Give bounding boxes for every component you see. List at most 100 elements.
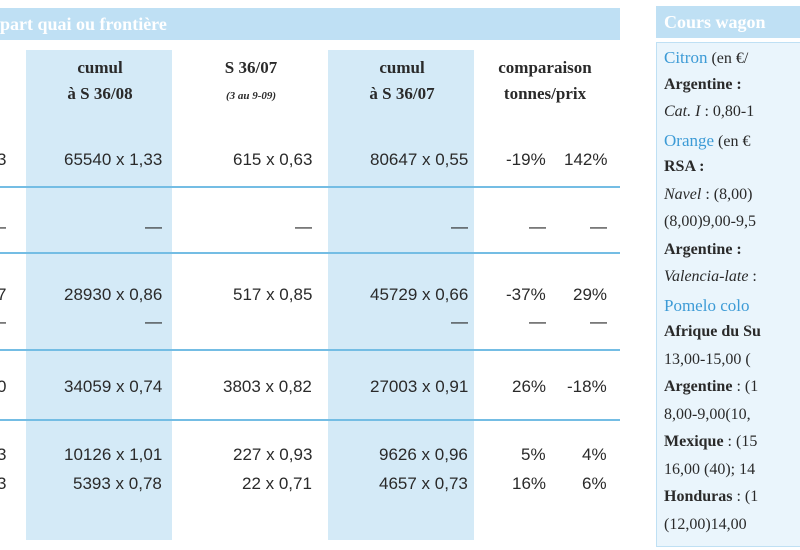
panel-line: Navel : (8,00)	[664, 186, 752, 204]
column-header: comparaison	[498, 58, 592, 77]
table-banner: part quai ou frontière	[0, 8, 620, 40]
table-cell: 3	[0, 150, 7, 169]
table-cell: 3803 x 0,82	[223, 377, 312, 396]
table-cell: —	[529, 312, 546, 331]
panel-line: Afrique du Su	[664, 323, 761, 341]
panel-line: (12,00)14,00	[664, 516, 747, 534]
panel-text: Argentine	[664, 378, 733, 395]
table-cell: 10126 x 1,01	[64, 445, 163, 464]
panel-line: Argentine : (1	[664, 378, 758, 396]
table-cell: 227 x 0,93	[233, 445, 313, 464]
table-cell: 65540 x 1,33	[64, 150, 163, 169]
table-cell: —	[451, 217, 468, 236]
table-cell: 615 x 0,63	[233, 150, 313, 169]
table-cell: 34059 x 0,74	[64, 377, 163, 396]
table-cell: -19%	[506, 150, 546, 169]
panel-text: Argentine :	[664, 75, 742, 93]
panel-text: :	[748, 268, 757, 285]
panel-line: Citron (en €/	[664, 48, 748, 68]
panel-text: Pomelo colo	[664, 295, 750, 315]
table-cell: 142%	[564, 150, 608, 169]
panel-line: Mexique : (15	[664, 433, 757, 451]
panel-text: Navel	[664, 185, 702, 203]
panel-line: Argentine :	[664, 76, 742, 94]
table-cell: 26%	[512, 377, 547, 396]
column-header: (3 au 9-09)	[225, 90, 277, 102]
table-cell: —	[295, 217, 312, 236]
panel-line: Cat. I : 0,80-1	[664, 103, 754, 121]
panel-line: Valencia-late :	[664, 268, 757, 286]
panel-line: 16,00 (40); 14	[664, 461, 755, 479]
panel-line: Orange (en €	[664, 131, 750, 151]
column-header: tonnes/prix	[503, 84, 587, 103]
table-cell: —	[590, 312, 607, 331]
panel-line: (8,00)9,00-9,5	[664, 213, 756, 231]
table-cell: 29%	[573, 285, 608, 304]
panel-line: RSA :	[664, 158, 704, 176]
column-shade	[328, 50, 474, 540]
panel-text: Valencia-late	[664, 268, 749, 285]
panel-text: RSA :	[664, 158, 705, 175]
column-header: S 36/07	[224, 58, 278, 77]
table-cell: -37%	[506, 285, 546, 304]
column-header: à S 36/08	[67, 84, 133, 103]
panel-text: : 0,80-1	[700, 103, 755, 120]
banner-text: part quai ou frontière	[0, 14, 167, 34]
table-cell: —	[529, 217, 546, 236]
table-cell: —	[145, 217, 162, 236]
table-cell: —	[145, 312, 162, 331]
table-cell: —	[0, 312, 6, 332]
panel-text: (8,00)9,00-9,5	[664, 213, 756, 230]
table-cell: 3	[0, 445, 7, 464]
panel-text: Afrique du Su	[664, 323, 761, 340]
panel-text: Mexique	[664, 433, 724, 450]
panel-text: (en €	[714, 132, 751, 150]
panel-text: Argentine :	[664, 240, 742, 258]
panel-line: 13,00-15,00 (	[664, 351, 751, 369]
side-banner: Cours wagon	[656, 6, 800, 38]
panel-text: 13,00-15,00 (	[664, 350, 751, 368]
panel-line: 8,00-9,00(10,	[664, 406, 751, 424]
table-cell: —	[590, 217, 607, 236]
row-rule	[0, 186, 620, 188]
table-cell: 517 x 0,85	[233, 285, 313, 304]
table-cell: 4%	[582, 445, 607, 464]
panel-text: Citron	[664, 48, 708, 67]
panel-text: Honduras	[664, 488, 733, 505]
column-header: cumul	[379, 58, 425, 77]
column-header: à S 36/07	[369, 84, 435, 103]
column-shade	[26, 50, 172, 540]
panel-text: : (1	[732, 378, 759, 395]
panel-text: 8,00-9,00(10,	[664, 405, 751, 423]
table-cell: 22 x 0,71	[242, 474, 312, 493]
panel-text: : (1	[732, 488, 759, 505]
panel-text: Cat. I	[664, 103, 701, 120]
table-cell: —	[451, 312, 468, 331]
table-cell: 5393 x 0,78	[73, 474, 162, 493]
banner-text: Cours wagon	[664, 12, 766, 32]
column-header: cumul	[77, 58, 123, 77]
panel-text: (en €/	[707, 50, 749, 67]
table-cell: 4657 x 0,73	[379, 474, 468, 493]
table-cell: -18%	[567, 377, 607, 396]
side-panel	[656, 42, 800, 547]
table-cell: 3	[0, 474, 7, 493]
row-rule	[0, 349, 620, 351]
panel-line: Honduras : (1	[664, 488, 758, 506]
panel-line: Argentine :	[664, 241, 742, 259]
table-cell: 27003 x 0,91	[370, 377, 469, 396]
table-cell: 9626 x 0,96	[379, 445, 468, 464]
table-cell: 6%	[582, 474, 607, 493]
panel-text: : (15	[723, 433, 758, 450]
panel-text: Orange	[664, 130, 715, 150]
row-rule	[0, 252, 620, 254]
table-cell: 45729 x 0,66	[370, 285, 469, 304]
table-cell: 7	[0, 285, 7, 304]
table-cell: 16%	[512, 474, 547, 493]
panel-text: (12,00)14,00	[664, 515, 747, 533]
panel-text: : (8,00)	[701, 185, 753, 203]
table-cell: 80647 x 0,55	[370, 150, 469, 169]
table-cell: —	[0, 217, 6, 237]
row-rule	[0, 419, 620, 421]
